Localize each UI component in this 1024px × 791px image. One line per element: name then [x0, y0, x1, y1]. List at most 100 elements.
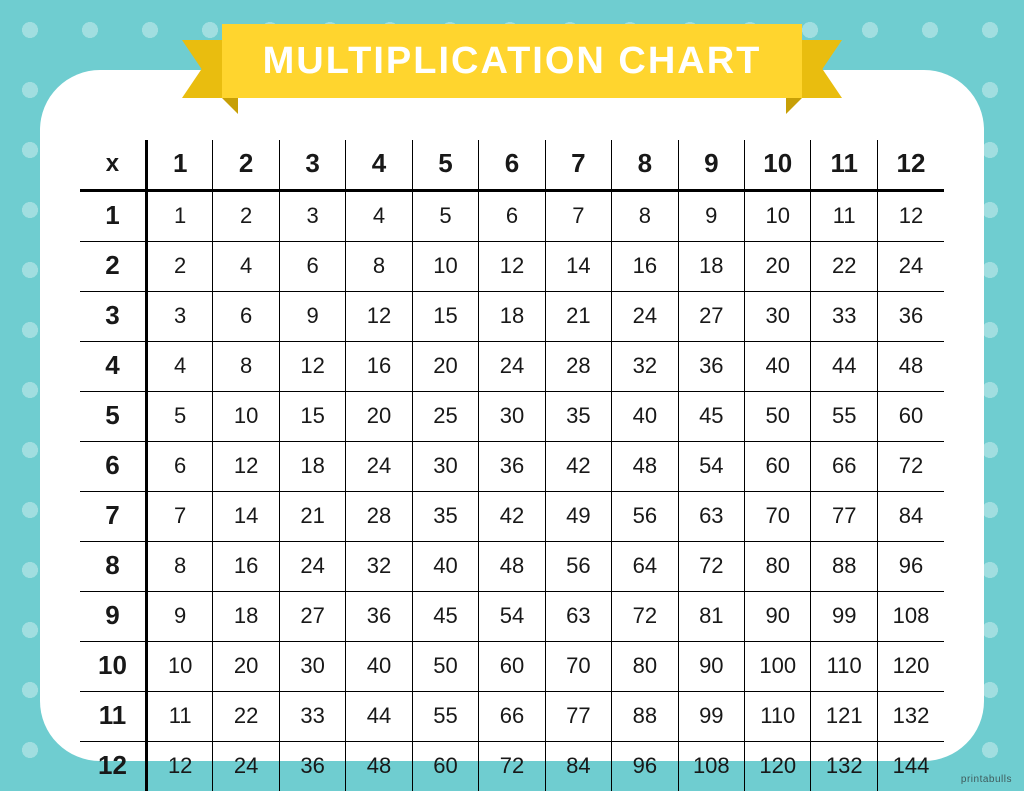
table-cell: 72: [877, 442, 944, 492]
table-col-header: 12: [877, 140, 944, 191]
table-cell: 11: [146, 692, 212, 742]
table-row: 9918273645546372819099108: [80, 592, 944, 642]
table-cell: 14: [213, 492, 279, 542]
table-row: 11112233445566778899110121132: [80, 692, 944, 742]
table-cell: 72: [479, 742, 545, 791]
table-cell: 20: [745, 242, 811, 292]
table-cell: 60: [745, 442, 811, 492]
table-row: 44812162024283236404448: [80, 342, 944, 392]
table-cell: 4: [346, 191, 412, 242]
table-cell: 7: [146, 492, 212, 542]
table-cell: 60: [479, 642, 545, 692]
table-cell: 54: [479, 592, 545, 642]
table-row-header: 9: [80, 592, 146, 642]
table-cell: 80: [612, 642, 678, 692]
table-cell: 48: [346, 742, 412, 791]
table-cell: 63: [678, 492, 744, 542]
table-row-header: 8: [80, 542, 146, 592]
table-cell: 12: [346, 292, 412, 342]
table-header-row: x 123456789101112: [80, 140, 944, 191]
table-row: 224681012141618202224: [80, 242, 944, 292]
table-cell: 66: [479, 692, 545, 742]
table-cell: 36: [346, 592, 412, 642]
table-cell: 70: [545, 642, 611, 692]
table-cell: 21: [279, 492, 345, 542]
table-body: 1123456789101112224681012141618202224336…: [80, 191, 944, 791]
table-cell: 40: [612, 392, 678, 442]
table-cell: 18: [678, 242, 744, 292]
table-cell: 27: [678, 292, 744, 342]
table-cell: 18: [479, 292, 545, 342]
table-cell: 11: [811, 191, 877, 242]
table-cell: 16: [346, 342, 412, 392]
table-row-header: 2: [80, 242, 146, 292]
table-cell: 45: [678, 392, 744, 442]
table-row-header: 1: [80, 191, 146, 242]
table-cell: 30: [279, 642, 345, 692]
table-cell: 96: [612, 742, 678, 791]
table-cell: 32: [346, 542, 412, 592]
table-cell: 24: [346, 442, 412, 492]
table-cell: 50: [412, 642, 478, 692]
table-cell: 72: [612, 592, 678, 642]
table-cell: 5: [412, 191, 478, 242]
table-row-header: 12: [80, 742, 146, 791]
table-row-header: 3: [80, 292, 146, 342]
table-cell: 24: [479, 342, 545, 392]
table-cell: 30: [479, 392, 545, 442]
table-cell: 120: [745, 742, 811, 791]
table-cell: 12: [213, 442, 279, 492]
table-col-header: 1: [146, 140, 212, 191]
table-cell: 77: [811, 492, 877, 542]
table-cell: 36: [479, 442, 545, 492]
table-cell: 2: [146, 242, 212, 292]
table-cell: 5: [146, 392, 212, 442]
table-cell: 30: [412, 442, 478, 492]
table-cell: 6: [146, 442, 212, 492]
table-cell: 14: [545, 242, 611, 292]
table-cell: 63: [545, 592, 611, 642]
table-cell: 27: [279, 592, 345, 642]
table-cell: 15: [279, 392, 345, 442]
table-cell: 72: [678, 542, 744, 592]
table-cell: 6: [213, 292, 279, 342]
table-cell: 55: [412, 692, 478, 742]
table-cell: 9: [279, 292, 345, 342]
table-cell: 100: [745, 642, 811, 692]
table-cell: 49: [545, 492, 611, 542]
table-row-header: 4: [80, 342, 146, 392]
table-cell: 2: [213, 191, 279, 242]
table-row: 3369121518212427303336: [80, 292, 944, 342]
table-cell: 42: [479, 492, 545, 542]
table-row-header: 7: [80, 492, 146, 542]
table-cell: 60: [412, 742, 478, 791]
table-cell: 24: [612, 292, 678, 342]
table-cell: 108: [678, 742, 744, 791]
table-cell: 12: [479, 242, 545, 292]
table-cell: 28: [346, 492, 412, 542]
table-cell: 88: [811, 542, 877, 592]
table-row-header: 11: [80, 692, 146, 742]
table-cell: 84: [545, 742, 611, 791]
table-cell: 36: [877, 292, 944, 342]
table-cell: 9: [146, 592, 212, 642]
table-cell: 96: [877, 542, 944, 592]
table-cell: 90: [745, 592, 811, 642]
table-row: 881624324048566472808896: [80, 542, 944, 592]
table-cell: 70: [745, 492, 811, 542]
table-row: 661218243036424854606672: [80, 442, 944, 492]
table-cell: 9: [678, 191, 744, 242]
table-cell: 22: [811, 242, 877, 292]
table-cell: 56: [545, 542, 611, 592]
table-cell: 48: [877, 342, 944, 392]
table-cell: 3: [146, 292, 212, 342]
table-cell: 7: [545, 191, 611, 242]
table-cell: 18: [279, 442, 345, 492]
table-cell: 6: [479, 191, 545, 242]
table-row: 551015202530354045505560: [80, 392, 944, 442]
table-cell: 21: [545, 292, 611, 342]
table-cell: 108: [877, 592, 944, 642]
table-cell: 24: [213, 742, 279, 791]
table-col-header: 4: [346, 140, 412, 191]
table-cell: 24: [279, 542, 345, 592]
